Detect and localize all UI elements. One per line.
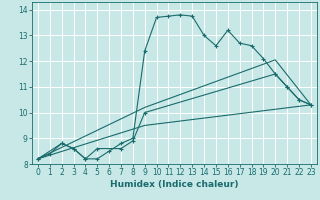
X-axis label: Humidex (Indice chaleur): Humidex (Indice chaleur) [110, 180, 239, 189]
